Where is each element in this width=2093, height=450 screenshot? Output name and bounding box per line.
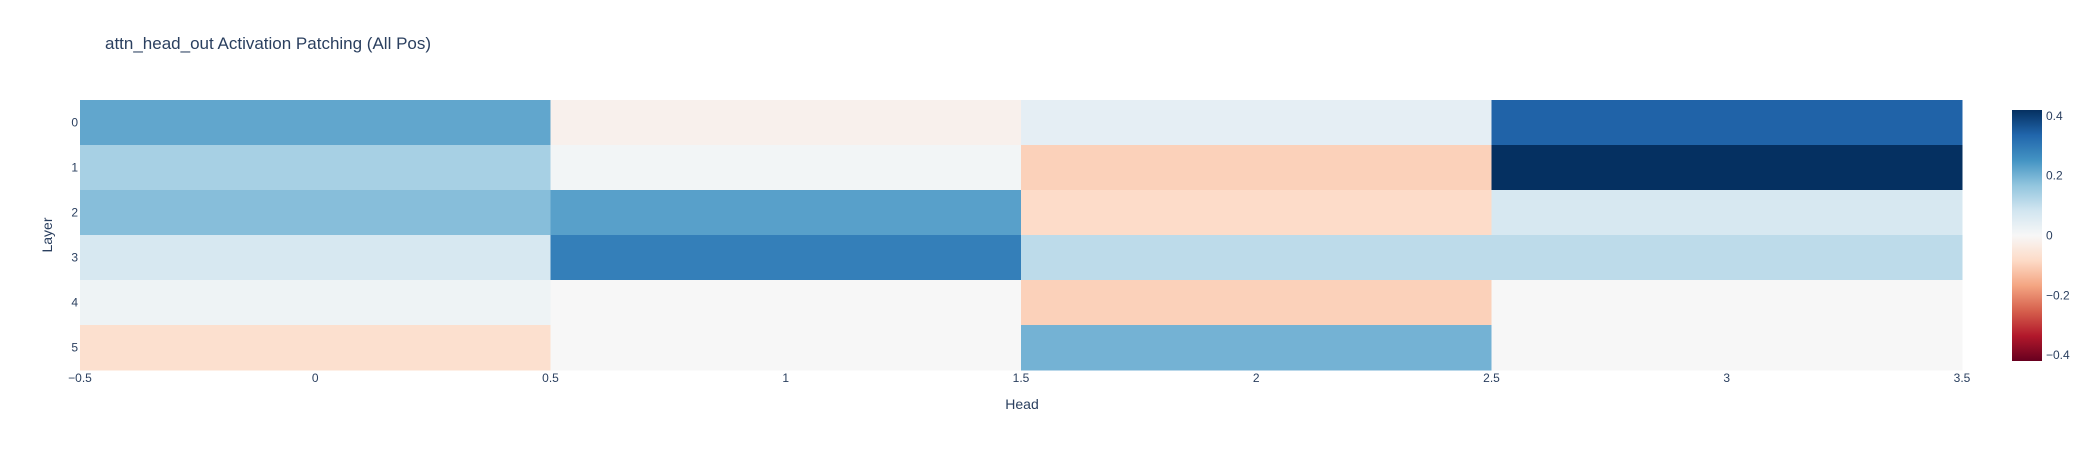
heatmap-cell	[1491, 280, 1963, 326]
heatmap-cell	[550, 325, 1022, 371]
heatmap-cell	[550, 280, 1022, 326]
x-axis-title: Head	[1005, 396, 1038, 412]
y-tick-label: 4	[71, 296, 78, 310]
y-tick-label: 1	[71, 161, 78, 175]
heatmap-cell	[80, 100, 551, 146]
heatmap-cell	[1021, 100, 1492, 146]
x-tick-label: −0.5	[68, 371, 92, 385]
y-tick-label: 5	[71, 341, 78, 355]
heatmap-cell	[1021, 280, 1492, 326]
colorbar-tick-label: −0.4	[2046, 348, 2070, 362]
heatmap-cell	[1021, 325, 1492, 371]
y-axis-title: Layer	[39, 217, 55, 252]
x-tick-label: 3.5	[1954, 371, 1971, 385]
colorbar-tick-label: −0.2	[2046, 288, 2070, 302]
x-tick-label: 2	[1253, 371, 1260, 385]
heatmap-cell	[550, 100, 1022, 146]
y-axis-ticks: 0 1 2 3 4 5	[71, 116, 78, 355]
heatmap-cell	[550, 235, 1022, 281]
colorbar-tick-label: 0.2	[2046, 169, 2063, 183]
chart-title: attn_head_out Activation Patching (All P…	[105, 34, 431, 53]
heatmap-cell	[1021, 145, 1492, 191]
colorbar-ticks: 0.4 0.2 0 −0.2 −0.4	[2046, 109, 2070, 362]
heatmap-cell	[1491, 145, 1963, 191]
x-tick-label: 2.5	[1483, 371, 1500, 385]
x-tick-label: 0.5	[542, 371, 559, 385]
heatmap-cell	[1491, 325, 1963, 371]
heatmap-cell	[80, 325, 551, 371]
x-tick-label: 1	[782, 371, 789, 385]
heatmap-cell	[550, 190, 1022, 236]
x-tick-label: 3	[1723, 371, 1730, 385]
colorbar-tick-label: 0.4	[2046, 109, 2063, 123]
y-tick-label: 0	[71, 116, 78, 130]
heatmap-cell	[80, 145, 551, 191]
y-tick-label: 2	[71, 206, 78, 220]
heatmap-cell	[80, 190, 551, 236]
x-tick-label: 0	[312, 371, 319, 385]
heatmap-cell	[1491, 100, 1963, 146]
colorbar	[2012, 110, 2042, 361]
heatmap-cell	[1021, 190, 1492, 236]
heatmap-cell	[1491, 190, 1963, 236]
heatmap-cell	[1021, 235, 1492, 281]
heatmap-cell	[80, 280, 551, 326]
heatmap-cell	[1491, 235, 1963, 281]
colorbar-tick-label: 0	[2046, 229, 2053, 243]
heatmap-cells	[80, 100, 1963, 371]
y-tick-label: 3	[71, 251, 78, 265]
x-axis-ticks: −0.5 0 0.5 1 1.5 2 2.5 3 3.5	[68, 371, 1971, 385]
x-tick-label: 1.5	[1013, 371, 1030, 385]
heatmap-cell	[550, 145, 1022, 191]
heatmap-cell	[80, 235, 551, 281]
